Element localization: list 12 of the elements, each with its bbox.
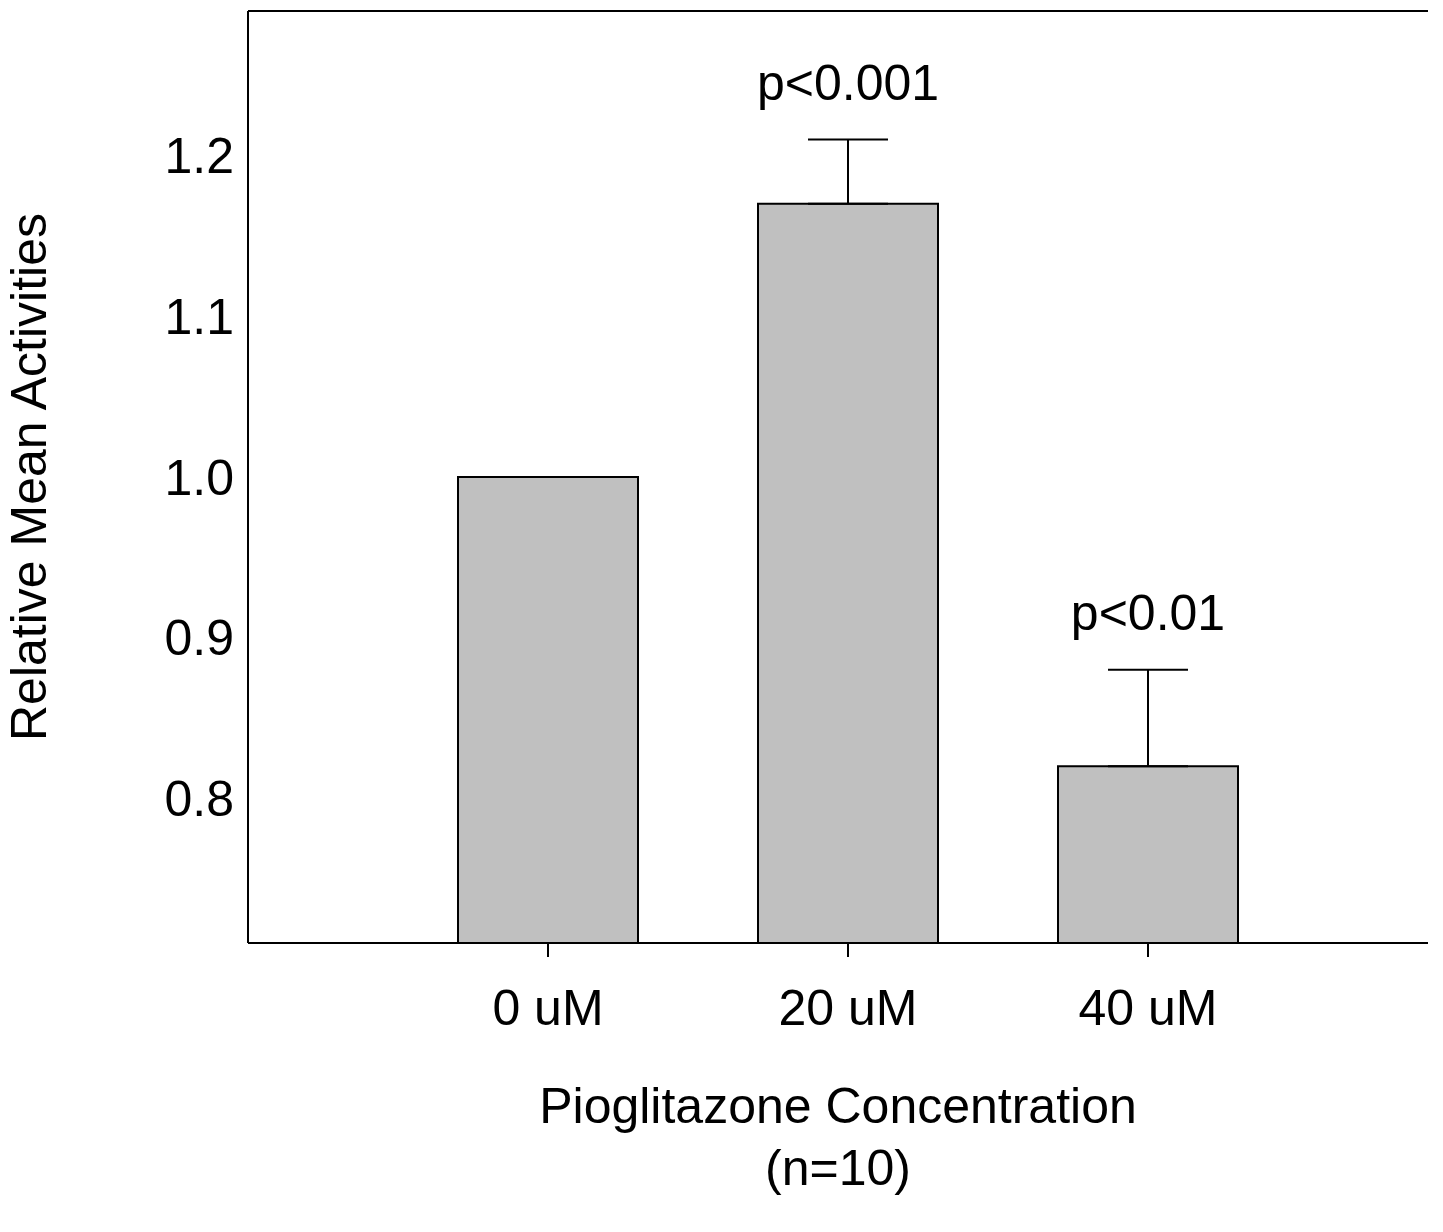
- y-tick-label: 0.8: [164, 771, 234, 828]
- y-tick-label: 1.2: [164, 128, 234, 185]
- y-tick-label: 1.0: [164, 449, 234, 506]
- annotation: p<0.01: [1070, 584, 1226, 641]
- y-tick-label: 0.9: [164, 610, 234, 667]
- x-tick-label: 20 uM: [778, 979, 918, 1036]
- y-axis-title: Relative Mean Activities: [0, 212, 57, 742]
- annotation: p<0.001: [756, 54, 940, 111]
- y-tick-label: 1.1: [164, 289, 234, 346]
- x-tick-label: 40 uM: [1078, 979, 1218, 1036]
- x-tick-label: 0 uM: [492, 979, 604, 1036]
- x-axis-title: Pioglitazone Concentration (n=10): [539, 1078, 1137, 1196]
